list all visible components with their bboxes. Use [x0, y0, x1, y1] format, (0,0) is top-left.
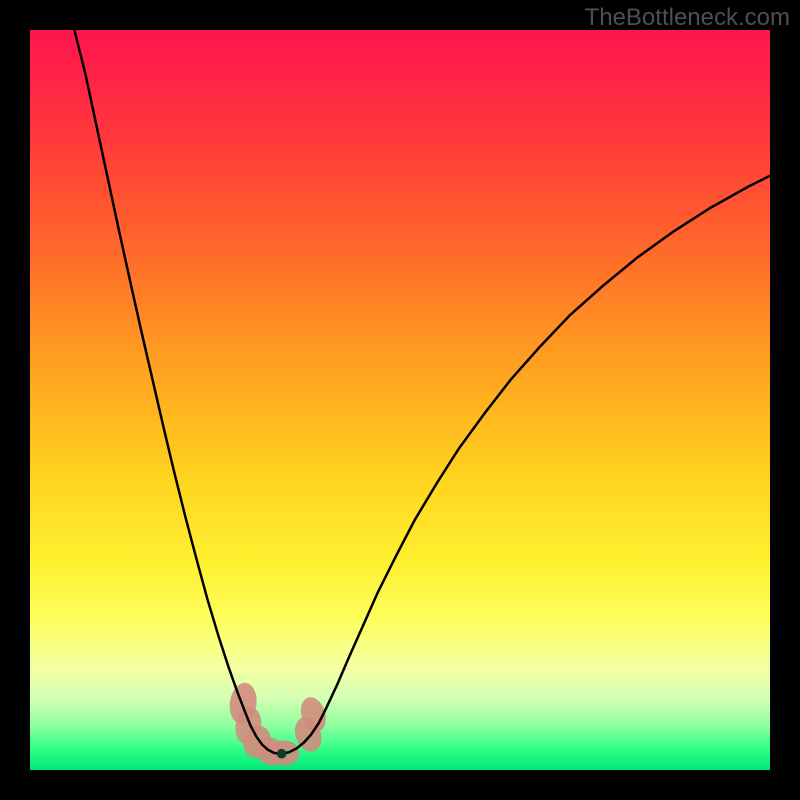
watermark-text: TheBottleneck.com	[585, 4, 790, 32]
chart-svg	[30, 30, 770, 770]
chart-frame: TheBottleneck.com	[0, 0, 800, 800]
minimum-marker-dot	[277, 749, 287, 759]
gradient-background	[30, 30, 770, 770]
plot-area	[30, 30, 770, 770]
